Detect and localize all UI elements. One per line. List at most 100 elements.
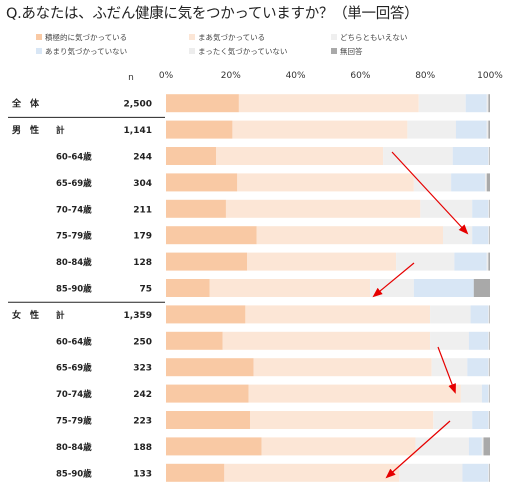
chart-row: 80-84歳 128 — [56, 252, 490, 271]
row-n-value: 179 — [133, 232, 152, 242]
bar-segment — [451, 173, 486, 192]
bar-segment — [452, 147, 489, 165]
bar-segment — [418, 94, 466, 113]
bar-segment — [166, 437, 262, 456]
bar-segment — [486, 120, 489, 139]
bar-segment — [166, 147, 217, 165]
bar-segment — [166, 358, 254, 377]
chart-rows: 全 体 2,500男 性計 1,14160-64歳 24465-69歳 30470-74… — [11, 94, 490, 482]
row-group-label: 男 性 — [12, 124, 39, 136]
bar-segment — [485, 173, 487, 192]
bar-segment — [166, 305, 246, 324]
row-label: 計 — [56, 310, 65, 321]
chart-row: 60-64歳 250 — [56, 331, 490, 350]
chart-row: 85-90歳 133 — [56, 463, 490, 482]
bar-segment — [488, 120, 490, 139]
bar-segment — [166, 120, 233, 139]
bar-segment — [383, 147, 453, 165]
bar-segment — [455, 120, 487, 139]
legend-label: 無回答 — [340, 46, 363, 56]
legend-label: まったく気づかっていない — [198, 46, 287, 56]
bar-segment — [488, 305, 490, 324]
bar-segment — [489, 331, 490, 350]
row-label: 65-69歳 — [56, 178, 92, 189]
bar-segment — [245, 305, 431, 324]
bar-segment — [399, 463, 463, 482]
x-tick-label: 100% — [477, 71, 503, 81]
legend-swatch — [36, 34, 42, 40]
bar-segment — [253, 358, 432, 377]
bar-segment — [407, 120, 456, 139]
bar-segment — [209, 279, 371, 297]
trend-arrow — [437, 346, 456, 394]
row-n-value: 128 — [133, 258, 152, 268]
row-label: 60-64歳 — [56, 336, 92, 347]
bar-segment — [488, 226, 490, 245]
bar-segment — [232, 120, 408, 139]
chart-row: 65-69歳 304 — [56, 173, 490, 192]
bar-segment — [420, 199, 473, 218]
bar-segment — [489, 358, 490, 377]
legend-label: あまり気づかっていない — [45, 46, 127, 56]
row-group-label: 女 性 — [12, 309, 39, 321]
bar-segment — [222, 331, 431, 350]
bar-segment — [488, 384, 490, 403]
bar-segment — [481, 437, 484, 456]
chart-row: 女 性 計 1,359 — [12, 305, 490, 324]
row-label: 80-84歳 — [56, 257, 92, 268]
row-label: 計 — [56, 125, 65, 136]
row-group-label: 全 体 — [11, 98, 40, 110]
bar-segment — [488, 463, 490, 482]
bar-segment — [430, 305, 471, 324]
bar-segment — [166, 252, 247, 271]
bar-segment — [250, 411, 434, 429]
bar-segment — [470, 305, 489, 324]
legend-swatch — [189, 48, 195, 54]
chart-row: 男 性 計 1,141 — [12, 120, 490, 139]
bar-segment — [488, 252, 490, 271]
legend-swatch — [36, 48, 42, 54]
row-label: 60-64歳 — [56, 152, 92, 163]
x-tick-label: 80% — [415, 71, 435, 81]
bar-segment — [473, 279, 490, 297]
bar-segment — [413, 173, 452, 192]
bar-segment — [489, 305, 490, 324]
row-n-value: 244 — [133, 153, 152, 163]
bar-segment — [443, 226, 473, 245]
chart-row: 85-90歳 75 — [56, 279, 490, 297]
trend-arrows — [372, 151, 469, 479]
bar-segment — [166, 331, 223, 350]
bar-segment — [166, 173, 238, 192]
bar-segment — [488, 94, 490, 113]
bar-segment — [216, 147, 384, 165]
legend: 積極的に気づかっている まあ気づかっている どちらともいえないあまり気づかっていない… — [36, 32, 407, 56]
legend-label: まあ気づかっている — [198, 32, 265, 42]
bar-segment — [489, 384, 490, 403]
bar-segment — [224, 463, 400, 482]
trend-arrow — [372, 262, 415, 298]
chart-row: 70-74歳 242 — [56, 384, 490, 403]
chart-row: 70-74歳 211 — [56, 199, 490, 218]
row-n-value: 188 — [133, 443, 152, 453]
bar-segment — [261, 437, 416, 456]
row-label: 70-74歳 — [56, 389, 92, 400]
bar-segment — [489, 411, 490, 429]
page-title: Q.あなたは、ふだん健康に気をつかっていますか？（単一回答） — [6, 6, 419, 22]
bar-segment — [166, 384, 249, 403]
bar-segment — [396, 252, 455, 271]
bar-segment — [465, 94, 487, 113]
bar-segment — [462, 463, 489, 482]
x-axis: n 0% 20% 40% 60% 80% 100% — [8, 71, 503, 303]
row-label: 80-84歳 — [56, 442, 92, 453]
bar-segment — [488, 331, 490, 350]
bar-segment — [486, 252, 489, 271]
bar-segment — [486, 173, 490, 192]
bar-segment — [433, 411, 473, 429]
row-label: 75-79歳 — [56, 231, 92, 242]
bar-segment — [166, 226, 257, 245]
bar-segment — [166, 279, 210, 297]
row-label: 75-79歳 — [56, 416, 92, 427]
bar-segment — [467, 358, 489, 377]
bar-segment — [488, 199, 490, 218]
bar-segment — [166, 463, 225, 482]
